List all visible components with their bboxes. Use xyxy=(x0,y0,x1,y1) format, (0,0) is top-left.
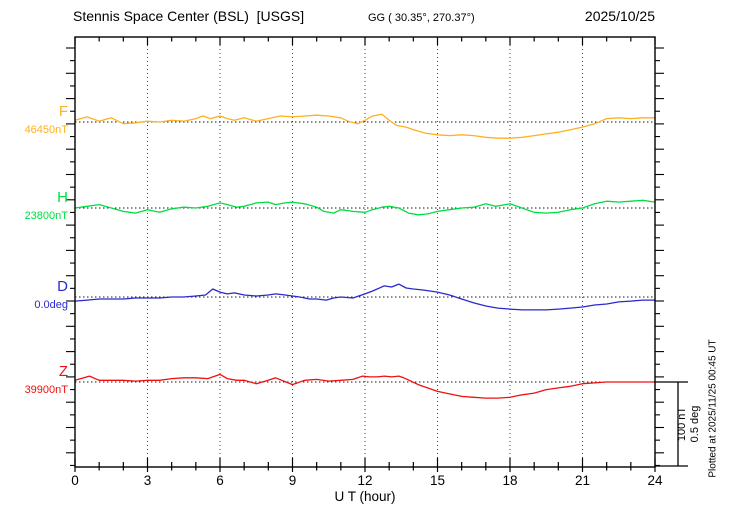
scale-nt-label: 100 nT xyxy=(676,406,688,442)
x-tick-label-6: 6 xyxy=(216,473,224,488)
curve-D xyxy=(74,283,656,311)
scale-deg-label: 0.5 deg xyxy=(689,405,701,443)
x-tick-label-15: 15 xyxy=(429,473,446,488)
channel-label-F: F 46450nT xyxy=(25,104,68,136)
channel-letter-Z: Z xyxy=(58,363,68,380)
x-tick-label-9: 9 xyxy=(288,473,297,488)
curve-Z xyxy=(74,373,656,399)
date-label: 2025/10/25 xyxy=(584,8,655,24)
channel-letter-D: D xyxy=(57,278,68,295)
channel-baseline-F: 46450nT xyxy=(24,124,68,136)
channel-letter-H: H xyxy=(57,189,68,206)
channel-baseline-H: 23800nT xyxy=(24,210,68,222)
x-tick-label-3: 3 xyxy=(143,473,152,488)
station-title: Stennis Space Center (BSL) [USGS] xyxy=(73,8,305,24)
channel-label-Z: Z 39900nT xyxy=(25,364,68,396)
channel-baseline-D: 0.0deg xyxy=(34,299,68,311)
x-tick-label-12: 12 xyxy=(357,473,373,488)
x-tick-label-24: 24 xyxy=(647,473,663,488)
x-axis-title: U T (hour) xyxy=(334,489,396,504)
geographic-coords-label: GG ( 30.35°, 270.37°) xyxy=(368,12,475,24)
plotted-at-label: Plotted at 2025/11/25 00:45 UT xyxy=(707,339,719,478)
channel-label-H: H 23800nT xyxy=(25,190,68,222)
x-tick-label-0: 0 xyxy=(71,473,79,488)
channel-label-D: D 0.0deg xyxy=(34,279,68,311)
channel-baseline-Z: 39900nT xyxy=(24,384,68,396)
curve-H xyxy=(74,199,656,216)
x-tick-label-18: 18 xyxy=(502,473,518,488)
x-tick-label-21: 21 xyxy=(574,473,591,488)
curve-F xyxy=(74,113,656,139)
scale-bar-label: 100 nT 0.5 deg xyxy=(676,379,704,469)
plot-frame xyxy=(74,36,656,468)
channel-letter-F: F xyxy=(58,103,68,120)
